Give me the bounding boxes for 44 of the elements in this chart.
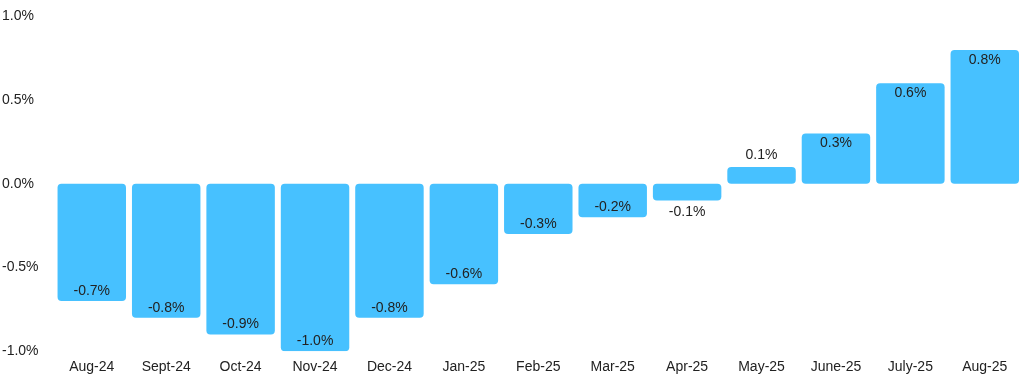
- y-tick-label: -0.5%: [2, 258, 39, 275]
- bar: [504, 183, 573, 235]
- bar: [280, 183, 350, 352]
- data-label: 0.3%: [820, 134, 852, 151]
- x-tick-label: July-25: [887, 358, 934, 375]
- bar: [206, 183, 275, 335]
- x-tick-label: Aug-25: [962, 358, 1008, 375]
- bar: [578, 183, 647, 218]
- y-tick-label: 0.5%: [2, 90, 34, 107]
- y-tick-label: 1.0%: [2, 7, 34, 24]
- data-label: -0.6%: [445, 265, 483, 282]
- data-label: -0.8%: [371, 298, 408, 315]
- x-tick-label: Aug-24: [69, 358, 115, 375]
- bar: [727, 167, 796, 184]
- data-label: -0.1%: [668, 203, 706, 220]
- bar: [652, 183, 722, 201]
- x-tick-label: Oct-24: [219, 358, 262, 375]
- bar: [429, 183, 499, 285]
- bar: [950, 49, 1020, 184]
- bar: [131, 183, 201, 318]
- data-label: 0.6%: [894, 84, 927, 101]
- x-tick-label: Feb-25: [516, 358, 561, 375]
- x-tick-label: May-25: [738, 358, 786, 375]
- data-label: 0.1%: [745, 145, 778, 162]
- x-tick-label: Mar-25: [590, 358, 636, 375]
- bar: [876, 83, 945, 184]
- data-label: -0.9%: [222, 315, 259, 332]
- x-tick-label: Sept-24: [141, 358, 191, 375]
- y-tick-label: 0.0%: [2, 174, 34, 191]
- data-label: 0.8%: [968, 50, 1001, 67]
- bar: [57, 183, 127, 301]
- data-label: -0.2%: [594, 198, 631, 215]
- bar: [355, 183, 424, 318]
- data-label: -1.0%: [296, 332, 334, 349]
- y-tick-label: -1.0%: [2, 342, 39, 359]
- bar: [801, 133, 871, 184]
- x-tick-label: Apr-25: [666, 358, 709, 375]
- data-label: -0.3%: [520, 214, 557, 231]
- x-tick-label: Jan-25: [442, 358, 486, 375]
- data-label: -0.7%: [73, 281, 111, 298]
- x-tick-label: Dec-24: [366, 358, 413, 375]
- x-tick-label: Nov-24: [292, 358, 338, 375]
- data-label: -0.8%: [147, 298, 185, 315]
- x-tick-label: June-25: [810, 358, 862, 375]
